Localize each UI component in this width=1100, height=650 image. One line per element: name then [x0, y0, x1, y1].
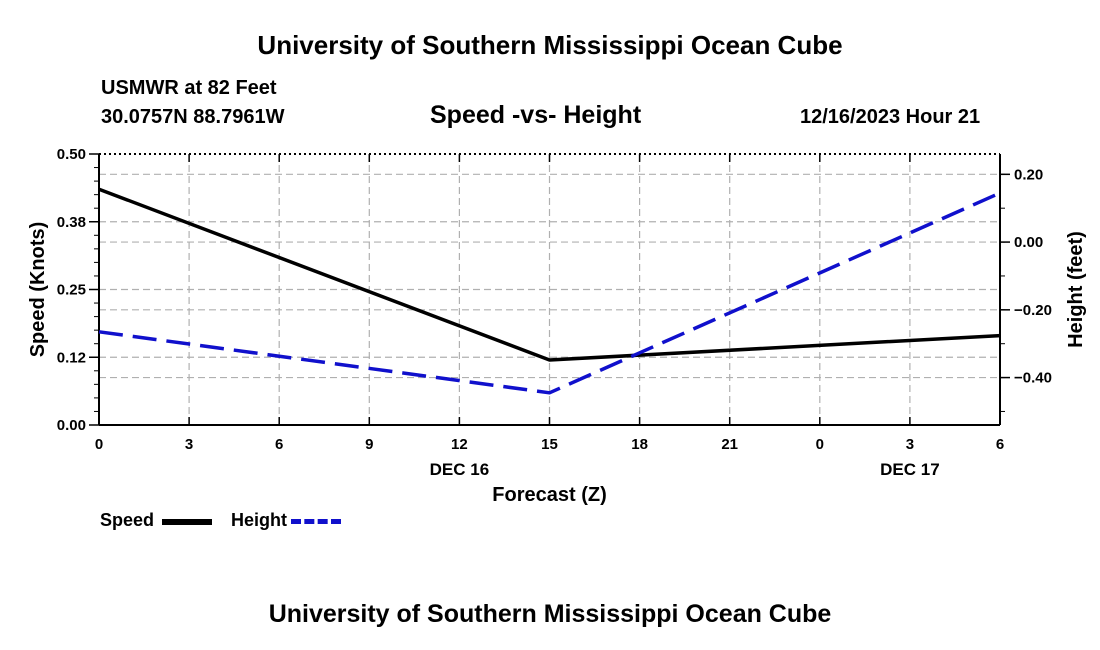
- x-axis-title: Forecast (Z): [492, 484, 606, 506]
- y-tick-label: 0.38: [57, 214, 86, 231]
- y-tick-label: 0.50: [57, 146, 86, 163]
- coordinates-label: 30.0757N 88.7961W: [101, 106, 285, 128]
- x-tick-label: 6: [996, 436, 1004, 453]
- x-tick-label: 21: [721, 436, 738, 453]
- y-tick-label: 0.12: [57, 349, 86, 366]
- x-tick-label: 12: [451, 436, 468, 453]
- x-tick-label: 15: [541, 436, 558, 453]
- footer-title: University of Southern Mississippi Ocean…: [268, 600, 832, 628]
- legend-height-swatch: [291, 519, 341, 524]
- x-day-label: DEC 16: [430, 460, 490, 479]
- x-tick-label: 3: [185, 436, 193, 453]
- y2-axis-title: Height (feet): [1065, 231, 1087, 348]
- x-day-label: DEC 17: [880, 460, 940, 479]
- y-axis-title: Speed (Knots): [27, 222, 49, 358]
- y-tick-label: 0.25: [57, 282, 86, 299]
- y2-tick-label: 0.20: [1014, 166, 1043, 183]
- x-tick-label: 0: [816, 436, 824, 453]
- x-tick-label: 0: [95, 436, 103, 453]
- y2-tick-label: −0.20: [1014, 302, 1052, 319]
- y2-tick-label: −0.40: [1014, 370, 1052, 387]
- chart-title: University of Southern Mississippi Ocean…: [257, 30, 843, 60]
- x-tick-label: 6: [275, 436, 283, 453]
- x-tick-label: 18: [631, 436, 648, 453]
- x-tick-label: 3: [906, 436, 914, 453]
- y-tick-label: 0.00: [57, 417, 86, 434]
- legend-speed-swatch: [162, 519, 212, 525]
- chart-subtitle: Speed -vs- Height: [430, 101, 642, 129]
- forecast-datetime: 12/16/2023 Hour 21: [800, 106, 981, 128]
- legend-speed-label: Speed: [100, 510, 155, 530]
- legend-height-label: Height: [231, 510, 287, 530]
- y2-tick-label: 0.00: [1014, 234, 1043, 251]
- x-tick-label: 9: [365, 436, 373, 453]
- station-label: USMWR at 82 Feet: [101, 77, 277, 99]
